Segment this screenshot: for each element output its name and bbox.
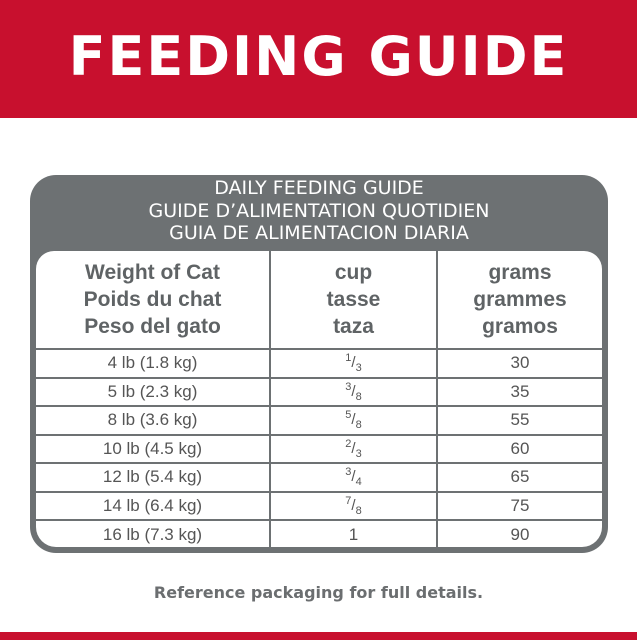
weight-cell: 14 lb (6.4 kg) xyxy=(36,490,271,521)
weight-cell: 10 lb (4.5 kg) xyxy=(36,433,271,464)
grams-cell: 65 xyxy=(436,462,602,493)
weight-cell: 12 lb (5.4 kg) xyxy=(36,462,271,493)
grams-cell: 35 xyxy=(436,376,602,407)
cup-cell: 1 xyxy=(269,519,438,547)
table-row: 10 lb (4.5 kg) 2/3 60 xyxy=(36,433,602,464)
weight-cell: 8 lb (3.6 kg) xyxy=(36,405,271,436)
weight-cell: 5 lb (2.3 kg) xyxy=(36,376,271,407)
bottom-red-bar xyxy=(0,632,637,640)
cup-cell: 3/4 xyxy=(269,462,438,493)
grams-cell: 60 xyxy=(436,433,602,464)
table-title-fr: GUIDE D’ALIMENTATION QUOTIDIEN xyxy=(148,199,490,222)
weight-cell: 4 lb (1.8 kg) xyxy=(36,349,271,379)
feeding-guide-table: DAILY FEEDING GUIDE GUIDE D’ALIMENTATION… xyxy=(30,175,608,553)
grams-cell: 75 xyxy=(436,490,602,521)
weight-cell: 16 lb (7.3 kg) xyxy=(36,519,271,547)
cup-cell: 1/3 xyxy=(269,349,438,379)
page-title: FEEDING GUIDE xyxy=(68,24,569,88)
reference-note: Reference packaging for full details. xyxy=(153,583,484,602)
grams-cell: 90 xyxy=(436,519,602,547)
cup-cell: 3/8 xyxy=(269,376,438,407)
table-row: 8 lb (3.6 kg) 5/8 55 xyxy=(36,405,602,436)
header-grams: grams grammes gramos xyxy=(436,251,602,350)
table-row: 5 lb (2.3 kg) 3/8 35 xyxy=(36,376,602,407)
header-weight: Weight of Cat Poids du chat Peso del gato xyxy=(36,251,271,350)
title-banner: FEEDING GUIDE xyxy=(0,0,637,118)
grams-cell: 30 xyxy=(436,349,602,379)
table-row: 12 lb (5.4 kg) 3/4 65 xyxy=(36,462,602,493)
table-titles: DAILY FEEDING GUIDE GUIDE D’ALIMENTATION… xyxy=(30,177,608,245)
table-title-en: DAILY FEEDING GUIDE xyxy=(214,177,424,199)
grams-cell: 55 xyxy=(436,405,602,436)
header-row: Weight of Cat Poids du chat Peso del gato … xyxy=(36,251,602,350)
cup-cell: 5/8 xyxy=(269,405,438,436)
table-row: 16 lb (7.3 kg) 1 90 xyxy=(36,519,602,547)
table-row: 14 lb (6.4 kg) 7/8 75 xyxy=(36,490,602,521)
cup-cell: 2/3 xyxy=(269,433,438,464)
header-cup: cup tasse taza xyxy=(269,251,438,350)
cup-cell: 7/8 xyxy=(269,490,438,521)
table-row: 4 lb (1.8 kg) 1/3 30 xyxy=(36,349,602,379)
table-title-es: GUIA DE ALIMENTACION DIARIA xyxy=(169,222,469,244)
